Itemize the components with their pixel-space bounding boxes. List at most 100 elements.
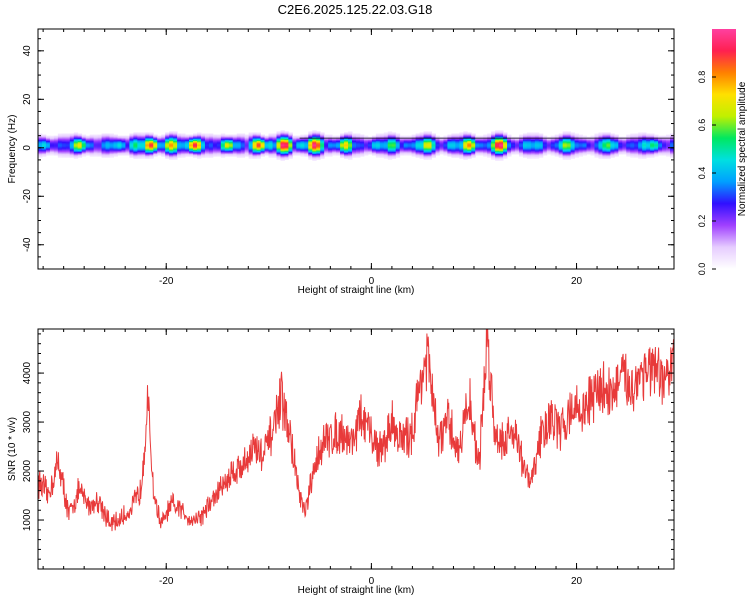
heatmap-cell [658, 142, 663, 144]
heatmap-cell [606, 153, 611, 156]
heatmap-cell [554, 153, 560, 156]
heatmap-cell [570, 148, 576, 151]
heatmap-cell [101, 148, 106, 151]
heatmap-cell [352, 151, 357, 154]
heatmap-cell [165, 143, 170, 145]
heatmap-cell [530, 145, 536, 147]
heatmap-cell [622, 145, 627, 147]
heatmap-cell [117, 147, 122, 149]
heatmap-cell [638, 141, 643, 143]
heatmap-cell [153, 153, 158, 156]
heatmap-cell [606, 134, 611, 137]
heatmap-cell [626, 155, 631, 157]
heatmap-cell [244, 134, 250, 137]
heatmap-cell [499, 158, 504, 160]
heatmap-cell [348, 150, 353, 153]
heatmap-cell [320, 143, 325, 145]
heatmap-cell [49, 141, 55, 143]
heatmap-cell [395, 155, 401, 157]
heatmap-cell [574, 156, 580, 158]
heatmap-cell [562, 152, 568, 155]
heatmap-cell [193, 134, 198, 137]
heatmap-cell [208, 133, 214, 135]
heatmap-cell [61, 153, 67, 156]
heatmap-cell [630, 135, 635, 138]
heatmap-cell [427, 131, 432, 133]
heatmap-cell [173, 134, 178, 137]
heatmap-cell [348, 133, 353, 135]
heatmap-cell [165, 156, 170, 158]
heatmap-cell [145, 136, 150, 139]
heatmap-cell [483, 146, 488, 148]
heatmap-cell [491, 147, 496, 149]
heatmap-cell [642, 133, 647, 135]
heatmap-cell [157, 147, 162, 149]
heatmap-cell [574, 136, 580, 139]
heatmap-cell [61, 142, 67, 144]
heatmap-cell [276, 149, 281, 152]
heatmap-cell [240, 142, 246, 144]
heatmap-cell [427, 150, 432, 153]
heatmap-cell [165, 145, 170, 147]
heatmap-cell [371, 135, 377, 138]
heatmap-cell [324, 155, 329, 157]
heatmap-cell [200, 135, 206, 138]
heatmap-cell [658, 135, 663, 138]
heatmap-cell [602, 132, 607, 134]
heatmap-cell [614, 152, 619, 155]
heatmap-cell [558, 136, 564, 139]
heatmap-cell [268, 145, 273, 147]
heatmap-cell [459, 138, 464, 141]
heatmap-cell [276, 156, 281, 158]
heatmap-cell [483, 149, 488, 152]
heatmap-cell [93, 137, 99, 140]
heatmap-cell [288, 137, 293, 140]
heatmap-cell [77, 150, 83, 153]
heatmap-cell [276, 150, 281, 153]
heatmap-cell [193, 156, 198, 158]
heatmap-cell [61, 134, 67, 137]
heatmap-cell [38, 149, 43, 152]
heatmap-cell [165, 135, 170, 138]
spectrum-y-axis-label: Frequency (Hz) [7, 115, 18, 184]
heatmap-cell [399, 142, 405, 144]
heatmap-cell [189, 137, 194, 140]
heatmap-cell [578, 150, 583, 153]
heatmap-cell [121, 149, 126, 152]
heatmap-cell [280, 159, 285, 161]
heatmap-cell [73, 152, 79, 155]
heatmap-cell [141, 138, 146, 141]
heatmap-cell [81, 138, 87, 141]
heatmap-cell [439, 143, 444, 145]
heatmap-cell [634, 152, 639, 155]
snr-x-axis-label: Height of straight line (km) [298, 585, 415, 596]
heatmap-cell [463, 132, 468, 134]
heatmap-cell [562, 136, 568, 139]
heatmap-cell [363, 136, 369, 139]
heatmap-cell [220, 133, 226, 135]
heatmap-cell [443, 139, 448, 142]
heatmap-cell [654, 147, 659, 149]
heatmap-cell [654, 139, 659, 142]
heatmap-cell [173, 156, 178, 158]
heatmap-cell [666, 151, 671, 154]
heatmap-cell [610, 141, 615, 143]
heatmap-cell [97, 143, 103, 145]
heatmap-cell [570, 155, 576, 157]
heatmap-cell [550, 147, 556, 149]
heatmap-cell [626, 145, 631, 147]
heatmap-cell [546, 146, 552, 148]
heatmap-cell [487, 152, 492, 155]
heatmap-cell [387, 137, 393, 140]
heatmap-cell [181, 134, 186, 137]
heatmap-cell [189, 151, 194, 154]
heatmap-cell [574, 146, 580, 148]
heatmap-cell [570, 152, 576, 155]
heatmap-cell [610, 133, 615, 135]
heatmap-cell [85, 151, 91, 154]
heatmap-cell [538, 148, 544, 151]
heatmap-cell [240, 153, 246, 156]
heatmap-cell [224, 153, 230, 156]
heatmap-cell [403, 151, 409, 154]
heatmap-cell [344, 145, 349, 147]
